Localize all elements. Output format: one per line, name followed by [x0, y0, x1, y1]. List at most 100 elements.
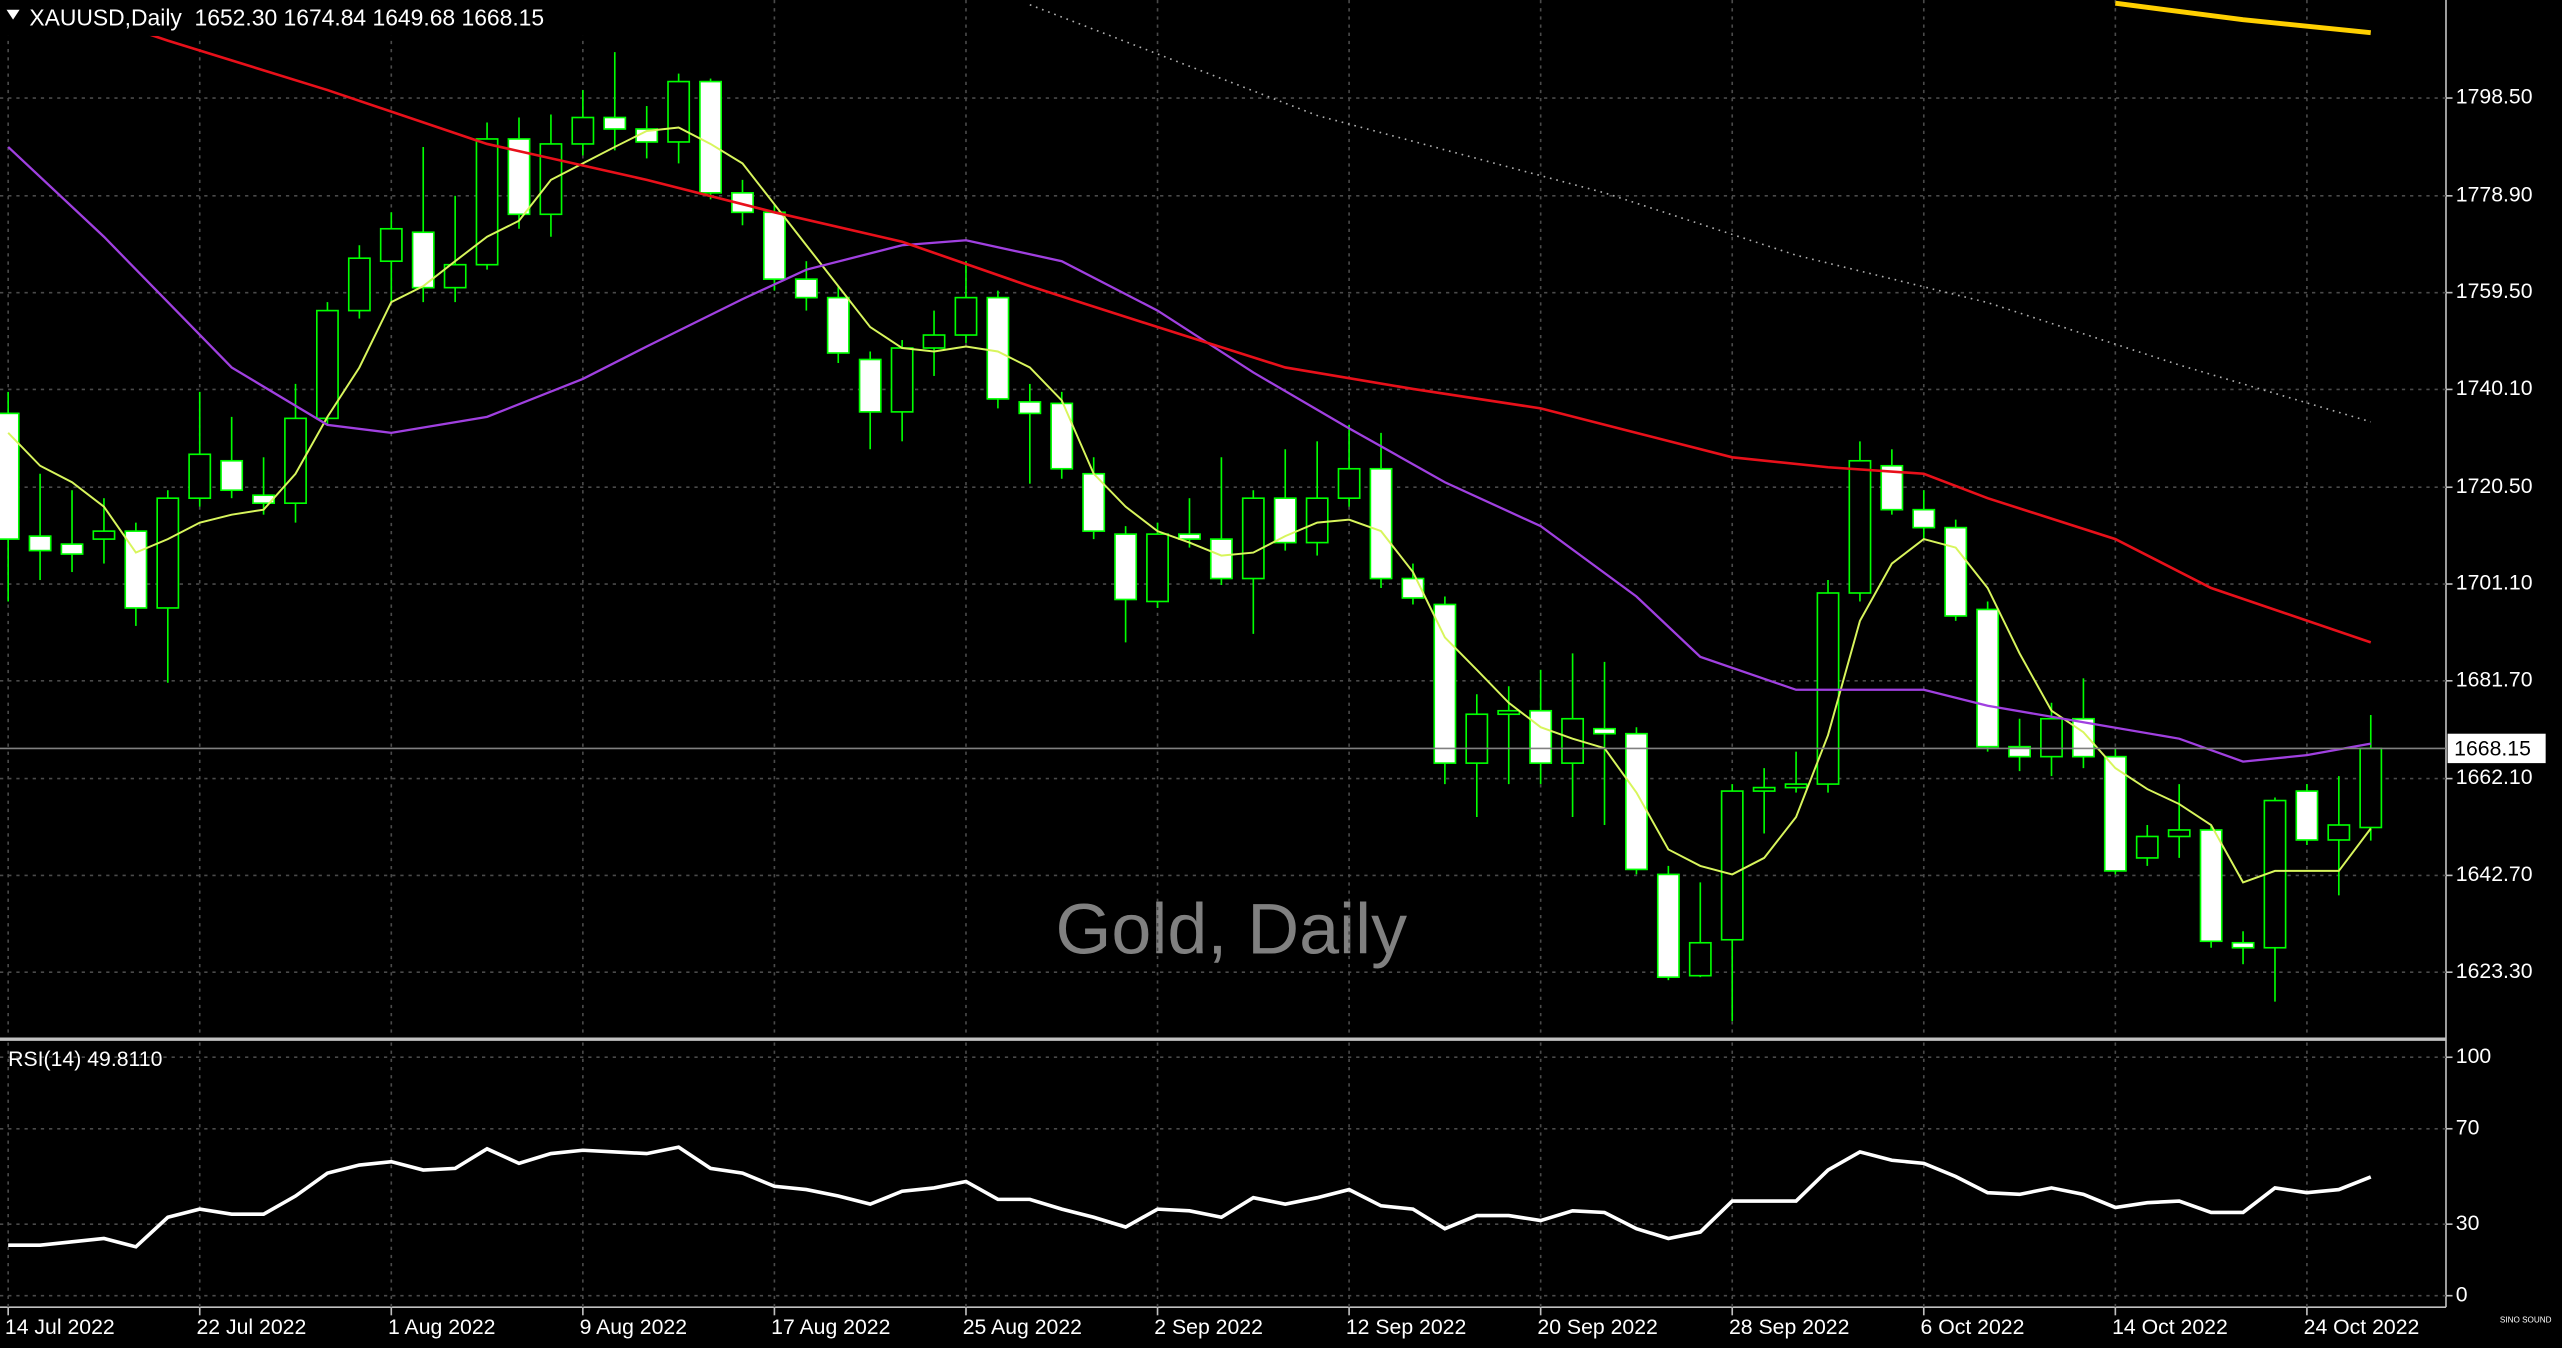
candle-body [28, 535, 52, 552]
candle-body [571, 116, 595, 145]
x-tick-label: 17 Aug 2022 [771, 1315, 890, 1339]
y-tick-label: 100 [2456, 1044, 2491, 1068]
x-tick-label: 1 Aug 2022 [388, 1315, 495, 1339]
candle-body [1880, 464, 1904, 511]
plot-area: 14 Jul 2022 22 Jul 2022 1 Aug 2022 9 Aug 20… [0, 0, 2446, 1339]
title-backdrop [0, 0, 589, 36]
candle-body [2040, 717, 2063, 758]
current-price-label: 1668.15 [2454, 737, 2531, 761]
candle-body [2231, 941, 2255, 949]
indicator-title: RSI(14) 49.8110 [8, 1047, 162, 1071]
candle-body [0, 412, 20, 540]
candle-body [507, 138, 531, 216]
y-tick-label: 1759.50 [2456, 279, 2533, 303]
candle-body [699, 80, 723, 194]
x-tick-label: 12 Sep 2022 [1346, 1315, 1466, 1339]
candle-body [1178, 533, 1201, 540]
moving-average [2115, 0, 2372, 36]
candle-body [188, 453, 212, 500]
x-tick-label: 28 Sep 2022 [1729, 1315, 1849, 1339]
candle-body [1497, 709, 1521, 716]
candle-body [762, 211, 786, 280]
y-tick-label: 1642.70 [2456, 862, 2533, 886]
x-tick-label: 6 Oct 2022 [1921, 1315, 2025, 1339]
candle-body [1976, 608, 2000, 748]
candle-body [1752, 786, 1776, 792]
candle-body [1337, 467, 1361, 500]
candle-body [1912, 508, 1936, 529]
candle-body [1944, 526, 1968, 617]
y-tick-label: 1623.30 [2456, 959, 2533, 983]
candle-body [411, 231, 435, 289]
y-tick-label: 30 [2456, 1211, 2480, 1235]
candle-body [1593, 727, 1616, 735]
candle-body [1114, 533, 1138, 601]
candle-body [1720, 790, 1744, 941]
logo: SINO SOUND [2500, 1315, 2552, 1324]
candle-body [2167, 829, 2191, 838]
moving-average [7, 126, 2372, 884]
candle-body [1529, 709, 1553, 764]
rsi-line [8, 1145, 2372, 1249]
candle-body [986, 296, 1010, 400]
candle-body [1816, 592, 1840, 785]
y-tick-label: 1662.10 [2456, 765, 2533, 789]
candle-body [347, 257, 371, 312]
candle-body [1305, 497, 1329, 544]
collapse-icon[interactable] [6, 9, 20, 20]
y-tick-label: 1798.50 [2456, 85, 2533, 109]
x-tick-label: 24 Oct 2022 [2304, 1315, 2420, 1339]
x-tick-label: 9 Aug 2022 [580, 1315, 687, 1339]
candle-body [1241, 497, 1265, 580]
x-tick-label: 20 Sep 2022 [1537, 1315, 1657, 1339]
chart-title: XAUUSD,Daily 1652.30 1674.84 1649.68 166… [29, 5, 544, 31]
x-tick-label: 14 Jul 2022 [5, 1315, 115, 1339]
candle-body [1273, 497, 1297, 544]
candle-body [220, 459, 244, 492]
moving-average [1029, 3, 2371, 423]
candle-body [316, 309, 339, 420]
candle-body [1656, 873, 1680, 978]
candle-body [2008, 745, 2032, 758]
candle-body [2103, 755, 2127, 872]
candle-body [1465, 713, 1489, 764]
x-tick-label: 2 Sep 2022 [1154, 1315, 1263, 1339]
y-tick-label: 1740.10 [2456, 376, 2533, 400]
current-price-box [2447, 733, 2546, 764]
y-tick-label: 70 [2456, 1115, 2480, 1139]
candle-body [2135, 835, 2159, 859]
candle-body [826, 296, 850, 354]
candle-body [1433, 603, 1457, 764]
watermark: Gold, Daily [1056, 890, 1408, 970]
candle-body [1688, 941, 1712, 977]
candle-body [1625, 732, 1648, 871]
candle-body [60, 543, 84, 555]
candle-body [1146, 533, 1169, 603]
x-tick-label: 22 Jul 2022 [196, 1315, 306, 1339]
candle-body [954, 296, 978, 336]
y-tick-label: 1681.70 [2456, 667, 2533, 691]
candle-body [794, 278, 818, 299]
candle-body [156, 497, 180, 609]
y-tick-label: 0 [2456, 1282, 2468, 1306]
candle-body [2199, 829, 2223, 943]
x-tick-label: 25 Aug 2022 [963, 1315, 1082, 1339]
candle-body [1784, 783, 1808, 789]
candle-body [475, 138, 499, 266]
y-tick-label: 1701.10 [2456, 571, 2533, 595]
candle-body [667, 80, 691, 143]
candle-body [890, 347, 914, 413]
candle-body [1369, 467, 1393, 580]
candle-body [284, 417, 307, 505]
candle-body [1018, 401, 1042, 415]
candle-body [443, 263, 467, 289]
candle-body [379, 227, 403, 263]
candle-body [858, 358, 882, 413]
moving-average [7, 146, 2371, 763]
candle-body [92, 530, 116, 540]
candle-body [1209, 538, 1233, 580]
candle-body [2295, 790, 2319, 841]
